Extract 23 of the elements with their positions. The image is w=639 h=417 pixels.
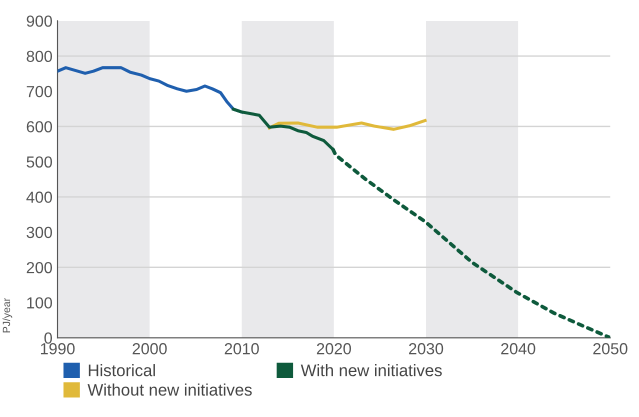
y-axis-title: PJ/year xyxy=(2,298,12,332)
y-tick-label: 300 xyxy=(26,226,52,238)
line-series xyxy=(268,118,427,131)
x-tick-label: 2040 xyxy=(501,343,536,354)
x-tick-label: 2050 xyxy=(593,343,628,354)
y-tick-label: 0 xyxy=(44,332,52,344)
x-tick-label: 2000 xyxy=(132,343,167,354)
x-tick-label: 2030 xyxy=(409,343,444,354)
y-tick-label: 400 xyxy=(26,192,52,203)
y-tick-label: 800 xyxy=(26,50,52,62)
y-tick-label: 700 xyxy=(26,86,52,98)
x-tick-label: 2010 xyxy=(224,343,259,354)
x-tick-label: 2020 xyxy=(316,343,352,354)
x-tick-label: 1990 xyxy=(40,343,75,354)
y-tick-label: 200 xyxy=(26,262,52,274)
legend-label: With new initiatives xyxy=(300,364,442,376)
y-tick-label: 500 xyxy=(26,156,52,168)
legend-label: Without new initiatives xyxy=(88,384,252,396)
y-tick-label: 100 xyxy=(27,297,52,308)
legend-label: Historical xyxy=(88,364,155,376)
y-tick-label: 600 xyxy=(26,121,52,132)
y-tick-label: 900 xyxy=(26,15,52,27)
line-series xyxy=(58,66,244,114)
